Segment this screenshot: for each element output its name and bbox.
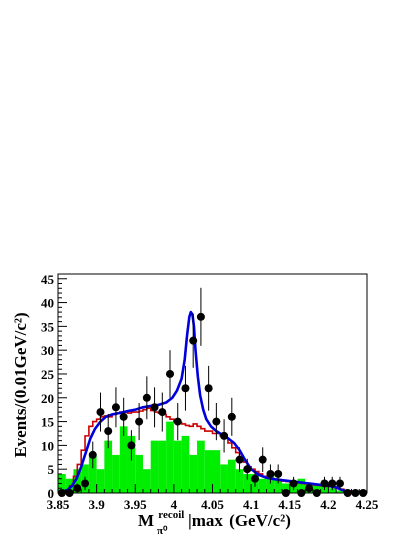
data-point — [111, 403, 120, 412]
background-bar — [235, 469, 244, 493]
data-point — [227, 412, 236, 421]
data-point — [212, 417, 221, 426]
background-bar — [274, 478, 283, 493]
fit-curve — [61, 310, 368, 495]
x-tick-label: 3.95 — [124, 497, 147, 512]
background-bar — [227, 459, 236, 493]
background-bar — [104, 440, 113, 493]
data-point — [204, 384, 213, 393]
data-point — [158, 408, 167, 417]
data-point — [127, 441, 136, 450]
x-axis-ticks: 3.85 3.9 3.95 4 4.05 4.1 4.15 4.2 4.25 — [47, 484, 379, 512]
x-tick-label: 4 — [171, 497, 178, 512]
background-bar — [173, 440, 182, 493]
background-bar — [119, 426, 128, 493]
x-tick-label: 4.2 — [320, 497, 336, 512]
data-point — [258, 455, 267, 464]
y-tick-label: 10 — [41, 438, 54, 453]
background-bar — [212, 450, 221, 493]
data-point — [173, 417, 182, 426]
y-axis-ticks: 0 5 10 15 20 25 30 35 40 45 — [41, 272, 67, 501]
y-tick-label: 35 — [41, 319, 55, 334]
y-axis-title: Events/(0.01GeV/c²) — [11, 312, 30, 457]
data-point — [196, 312, 205, 321]
data-point — [243, 465, 252, 474]
background-bar — [96, 469, 105, 493]
data-point — [150, 403, 159, 412]
x-axis-title-max: |max — [188, 511, 223, 530]
data-point — [305, 484, 314, 493]
x-axis-title-main: M — [138, 511, 154, 530]
data-point — [220, 431, 229, 440]
x-tick-label: 4.1 — [243, 497, 259, 512]
background-bar — [112, 454, 120, 493]
background-bar — [189, 454, 198, 493]
background-bar — [204, 450, 213, 493]
x-axis-title-unit: (GeV/c²) — [229, 511, 291, 530]
background-bar — [243, 473, 252, 493]
x-axis-title-subscript: π⁰ — [157, 525, 168, 537]
background-bar — [88, 454, 97, 493]
background-bar — [181, 435, 190, 493]
x-tick-label: 4.25 — [356, 497, 379, 512]
data-point — [235, 455, 244, 464]
y-tick-label: 45 — [41, 272, 55, 287]
data-point — [135, 417, 144, 426]
background-bar — [282, 483, 290, 493]
fit-curve-group — [61, 310, 368, 495]
background-bar — [220, 464, 228, 493]
y-tick-label: 40 — [41, 296, 54, 311]
data-point — [289, 479, 298, 488]
data-point — [181, 384, 190, 393]
data-point — [189, 336, 198, 345]
x-tick-label: 4.05 — [201, 497, 224, 512]
background-bar — [142, 469, 151, 493]
x-axis-title-superscript: recoil — [158, 509, 184, 521]
background-bar — [127, 435, 136, 493]
y-tick-label: 30 — [41, 343, 54, 358]
data-point — [96, 408, 105, 417]
data-points — [57, 287, 368, 497]
data-point — [119, 412, 128, 421]
data-point — [328, 479, 337, 488]
background-bar — [166, 421, 174, 493]
background-bar — [328, 488, 337, 493]
data-point — [274, 469, 283, 478]
background-bar — [258, 478, 267, 493]
data-point — [81, 479, 90, 488]
y-tick-label: 0 — [48, 486, 55, 501]
data-point — [166, 369, 175, 378]
y-tick-label: 15 — [41, 415, 55, 430]
background-bar — [135, 454, 143, 493]
y-tick-label: 5 — [48, 462, 55, 477]
background-bar — [73, 469, 82, 493]
background-bar — [158, 440, 167, 493]
x-tick-label: 3.9 — [89, 497, 106, 512]
background-bar — [312, 483, 321, 493]
data-point — [142, 393, 151, 402]
y-tick-label: 25 — [41, 367, 55, 382]
data-point — [73, 484, 82, 493]
y-tick-label: 20 — [41, 391, 54, 406]
data-point — [104, 427, 113, 436]
background-bar — [297, 478, 306, 493]
x-tick-label: 3.85 — [47, 497, 70, 512]
data-point — [250, 474, 259, 483]
data-point — [320, 479, 329, 488]
background-bar — [197, 440, 205, 493]
background-bar — [150, 440, 159, 493]
data-point — [335, 479, 344, 488]
x-tick-label: 4.15 — [278, 497, 301, 512]
x-axis-title: M recoil π⁰ |max (GeV/c²) — [138, 503, 291, 537]
background-bar — [336, 490, 344, 493]
data-point — [266, 469, 275, 478]
data-point — [88, 450, 97, 459]
